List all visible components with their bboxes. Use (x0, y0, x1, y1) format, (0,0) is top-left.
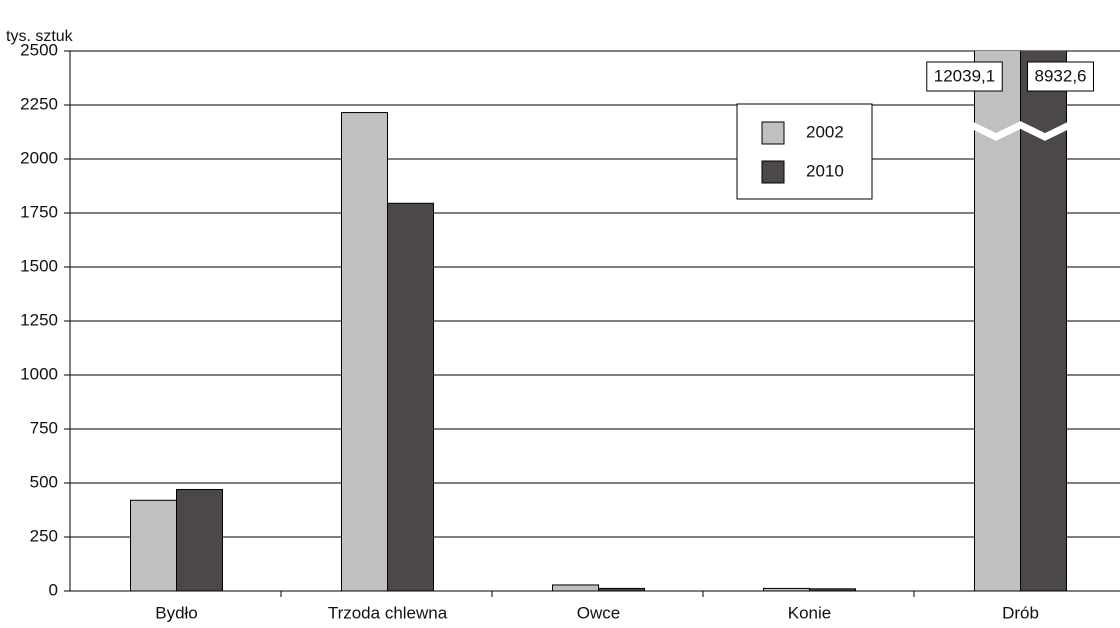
x-tick-label: Trzoda chlewna (328, 603, 448, 622)
y-tick-label: 2000 (20, 148, 58, 167)
bars (130, 51, 1067, 592)
bar (176, 488, 223, 592)
value-label: 8932,6 (1035, 66, 1087, 85)
y-tick-label: 250 (30, 526, 58, 545)
x-tick-label: Drób (1002, 603, 1039, 622)
bar (341, 112, 388, 592)
y-tick-label: 2500 (20, 40, 58, 59)
value-label: 12039,1 (934, 66, 995, 85)
grid: 0 250 500 750 1000 1250 1500 1750 2000 2250 2500 (20, 40, 1120, 599)
y-tick-label: 500 (30, 472, 58, 491)
y-tick-label: 1000 (20, 364, 58, 383)
y-tick-label: 750 (30, 418, 58, 437)
axis-break (969, 121, 1072, 141)
legend-label: 2010 (806, 161, 844, 180)
bar (1020, 51, 1067, 592)
y-tick-label: 2250 (20, 94, 58, 113)
legend-box (736, 103, 873, 200)
y-tick-label: 1500 (20, 256, 58, 275)
legend-label: 2002 (806, 122, 844, 141)
bar (552, 584, 599, 592)
legend-swatch (761, 160, 785, 184)
y-axis-label: tys. sztuk (6, 28, 74, 45)
value-label-box (1027, 61, 1094, 92)
bar (130, 499, 177, 592)
x-tick-label: Bydło (155, 603, 198, 622)
x-tick-label: Konie (788, 603, 831, 622)
legend-swatch (761, 121, 785, 145)
bar (387, 202, 434, 592)
overlay: 12039,1 8932,6 (926, 61, 1094, 141)
x-tick-label: Owce (577, 603, 620, 622)
value-label-box (926, 61, 1003, 92)
bar (974, 51, 1021, 592)
y-tick-label: 1250 (20, 310, 58, 329)
legend: 2002 2010 (736, 103, 873, 200)
y-tick-label: 1750 (20, 202, 58, 221)
y-tick-label: 0 (49, 580, 58, 599)
